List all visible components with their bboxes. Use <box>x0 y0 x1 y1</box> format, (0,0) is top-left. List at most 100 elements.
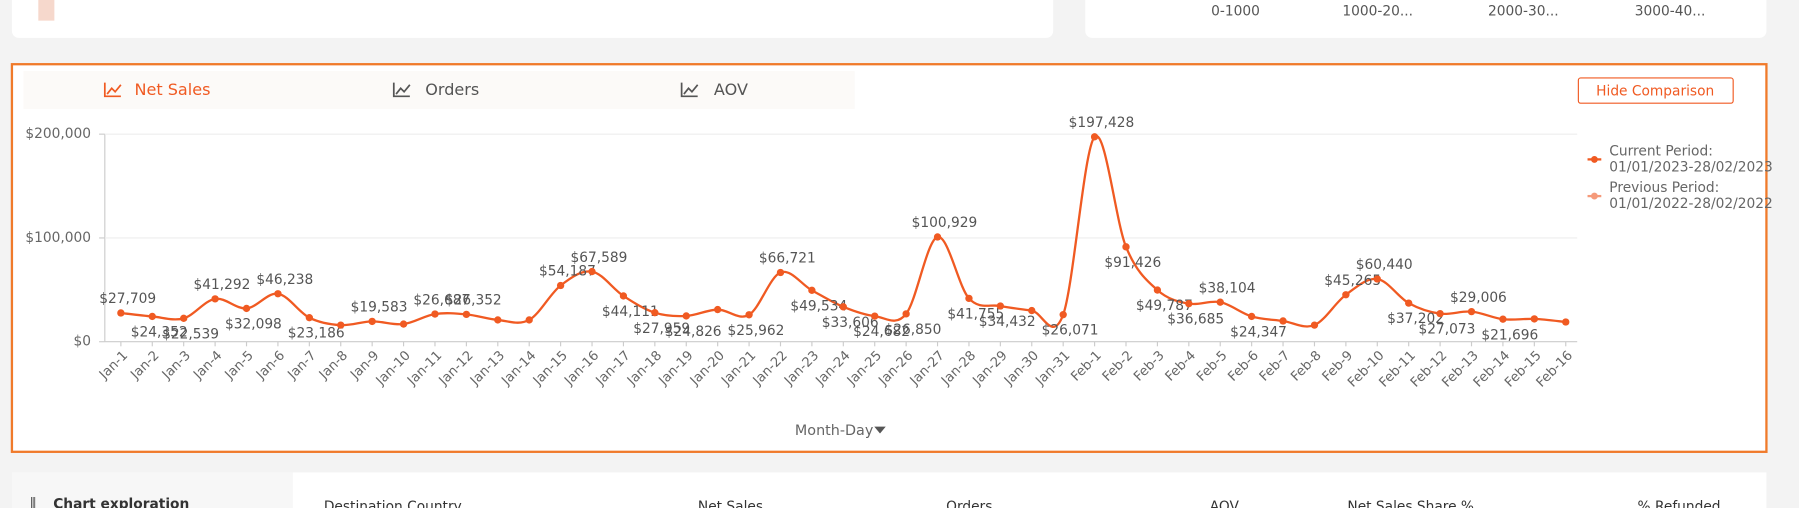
data-label: $21,696 <box>1481 327 1538 343</box>
point[interactable] <box>996 302 1005 310</box>
point[interactable] <box>1373 275 1381 283</box>
tab-icon[interactable] <box>103 82 122 98</box>
data-label: $29,006 <box>1450 290 1507 306</box>
data-label: $44,111 <box>602 304 659 320</box>
point[interactable] <box>148 312 156 321</box>
point[interactable] <box>776 268 785 277</box>
legend-detail: 01/01/2023-28/02/2023 <box>1609 159 1772 175</box>
point[interactable] <box>180 314 188 323</box>
top-card <box>1085 0 1767 38</box>
point[interactable] <box>682 312 690 320</box>
legend-dot <box>1590 155 1598 163</box>
data-label: $24,352 <box>131 325 188 341</box>
data-label: $27,959 <box>633 321 690 337</box>
tab-label[interactable]: AOV <box>714 80 748 99</box>
point[interactable] <box>1310 321 1319 329</box>
data-label: $37,202 <box>1387 311 1444 327</box>
table-header: % Refunded <box>1638 499 1721 508</box>
point[interactable] <box>337 321 345 329</box>
point[interactable] <box>1090 133 1099 141</box>
point[interactable] <box>242 304 251 313</box>
tab-label[interactable]: Net Sales <box>134 80 210 99</box>
data-label: $34,432 <box>979 314 1036 330</box>
point[interactable] <box>839 303 847 311</box>
top-card <box>11 0 1054 38</box>
point[interactable] <box>1405 299 1413 307</box>
table <box>292 472 1767 508</box>
data-label: $33,606 <box>822 315 879 331</box>
tab-label[interactable]: Orders <box>425 80 479 99</box>
hide-comparison-button[interactable] <box>1577 77 1734 104</box>
table-header: Net Sales <box>698 499 763 508</box>
point[interactable] <box>1562 318 1570 326</box>
x-axis-selector[interactable]: Month-Day <box>795 423 874 439</box>
point[interactable] <box>556 281 565 290</box>
point[interactable] <box>1279 317 1287 325</box>
chart-card <box>10 63 1768 453</box>
data-label: $197,428 <box>1069 115 1135 131</box>
point[interactable] <box>902 310 910 318</box>
table-header: AOV <box>1210 499 1240 508</box>
point[interactable] <box>1467 307 1476 316</box>
point[interactable] <box>1436 309 1444 318</box>
data-label: $41,292 <box>194 277 251 293</box>
bin-label: 1000-20... <box>1342 3 1413 19</box>
data-label: $41,755 <box>947 306 1004 322</box>
point[interactable] <box>431 310 439 318</box>
point[interactable] <box>1216 298 1224 306</box>
point[interactable] <box>619 292 628 300</box>
data-label: $22,539 <box>162 326 219 342</box>
point[interactable] <box>745 311 753 319</box>
data-label: $46,238 <box>256 272 313 288</box>
point[interactable] <box>651 309 659 317</box>
dropdown-arrow[interactable] <box>874 426 886 434</box>
point[interactable] <box>1499 315 1507 323</box>
data-label: $23,186 <box>288 326 345 342</box>
point[interactable] <box>1153 286 1162 294</box>
data-label: $26,850 <box>885 322 942 338</box>
icon: ⫼ <box>30 495 36 508</box>
point[interactable] <box>1247 312 1256 321</box>
point[interactable] <box>494 316 502 324</box>
point[interactable] <box>211 295 219 303</box>
point[interactable] <box>1342 291 1350 299</box>
point[interactable] <box>1530 315 1539 323</box>
legend-name: Previous Period: <box>1609 180 1719 196</box>
point[interactable] <box>399 320 408 328</box>
card-bar <box>38 0 55 21</box>
point[interactable] <box>462 310 471 319</box>
data-label: $36,685 <box>1167 312 1224 328</box>
legend-dot <box>1590 192 1598 200</box>
side-panel <box>11 472 293 508</box>
point[interactable] <box>713 305 722 314</box>
point[interactable] <box>368 317 376 326</box>
point[interactable] <box>274 290 282 298</box>
data-label: $25,962 <box>728 323 785 339</box>
data-label: $26,071 <box>1042 323 1099 339</box>
point[interactable] <box>588 267 596 276</box>
data-label: $45,265 <box>1324 273 1381 289</box>
point[interactable] <box>1028 306 1036 315</box>
button-label[interactable]: Hide Comparison <box>1596 84 1714 100</box>
y-tick-label: $100,000 <box>25 230 91 246</box>
point[interactable] <box>117 309 125 317</box>
data-label: $49,787 <box>1136 298 1193 314</box>
point[interactable] <box>808 286 816 294</box>
point[interactable] <box>1185 299 1193 308</box>
point[interactable] <box>1122 243 1130 251</box>
point[interactable] <box>965 294 973 303</box>
bin-label: 3000-40... <box>1635 3 1706 19</box>
data-label: $27,709 <box>99 291 156 307</box>
point[interactable] <box>305 313 314 322</box>
point[interactable] <box>871 312 879 320</box>
data-label: $24,826 <box>665 324 722 340</box>
tab-icon[interactable] <box>392 82 411 98</box>
point[interactable] <box>525 316 533 324</box>
point[interactable] <box>933 233 942 241</box>
tab-icon[interactable] <box>680 82 699 98</box>
point[interactable] <box>1059 310 1067 319</box>
legend-detail: 01/01/2022-28/02/2022 <box>1609 196 1772 212</box>
y-tick-label: $0 <box>74 334 92 350</box>
